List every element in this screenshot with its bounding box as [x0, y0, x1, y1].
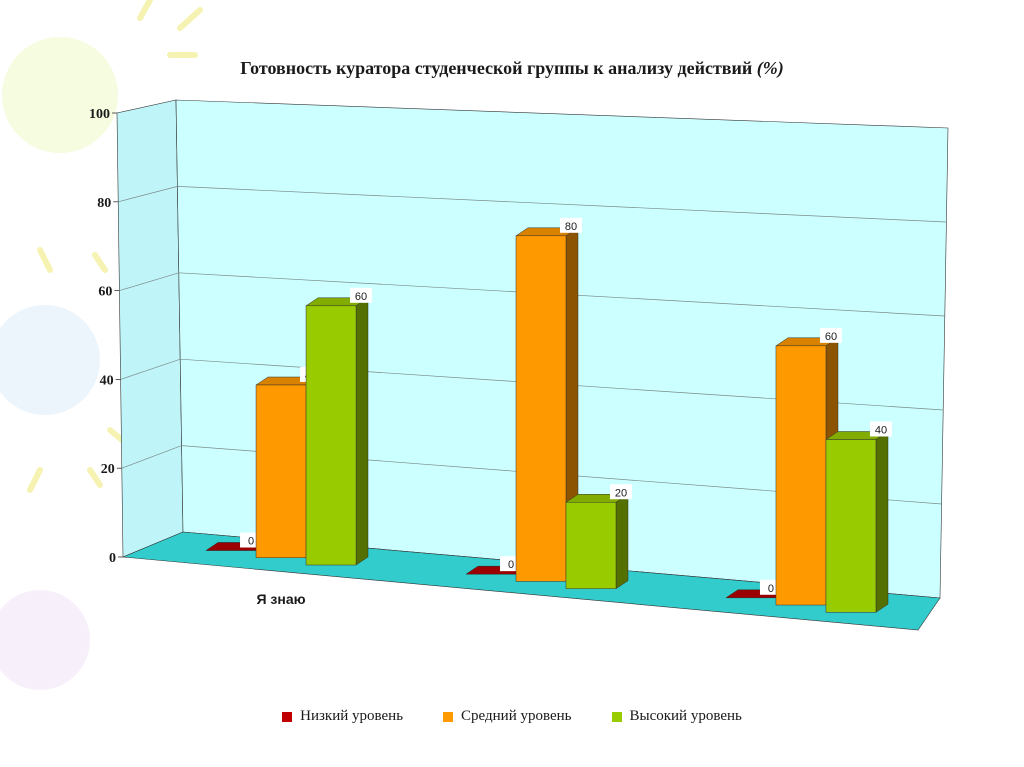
data-label: 0	[248, 536, 254, 548]
data-label: 80	[565, 221, 577, 233]
legend-item: Низкий уровень	[282, 708, 403, 725]
data-label-bg	[350, 287, 373, 303]
bar-front	[515, 235, 567, 582]
bar-side	[615, 493, 629, 590]
bar-front	[305, 305, 357, 566]
bar-side	[875, 431, 889, 613]
data-label: 20	[615, 487, 627, 499]
data-label: 0	[768, 583, 774, 595]
y-tick-label: 0	[109, 551, 116, 566]
chart-side-wall	[116, 99, 184, 558]
y-tick-label: 40	[100, 373, 114, 388]
chart-legend: Низкий уровень Средний уровень Высокий уро…	[0, 708, 1024, 725]
y-tick-label: 60	[98, 285, 112, 300]
legend-item: Высокий уровень	[611, 708, 742, 725]
chart-gridline	[119, 272, 945, 317]
bar-2-1	[565, 493, 629, 590]
data-label: 0	[508, 559, 514, 571]
category-label: Я знаю	[256, 591, 305, 607]
bar-front	[825, 439, 877, 613]
chart-gridline	[121, 445, 942, 505]
legend-label: Низкий уровень	[300, 708, 404, 724]
data-label-bg	[869, 421, 892, 437]
data-label-bg	[610, 484, 632, 500]
data-label: 60	[355, 291, 367, 303]
chart-gridline	[120, 358, 944, 411]
legend-label: Высокий уровень	[629, 708, 742, 724]
legend-label: Средний уровень	[461, 708, 572, 724]
legend-item: Средний уровень	[443, 708, 572, 725]
bar-front	[565, 502, 617, 589]
bar-front	[775, 345, 827, 606]
chart-gridline	[118, 186, 947, 223]
legend-swatch	[443, 711, 454, 722]
data-label-bg	[560, 217, 582, 233]
bar-side	[355, 297, 369, 566]
chart-title: Готовность куратора студенческой группы …	[0, 58, 1024, 79]
bar-2-0	[305, 297, 369, 566]
chart-title-main: Готовность куратора студенческой группы …	[240, 58, 753, 78]
chart-title-unit: (%)	[756, 58, 784, 78]
bar-1-1	[515, 227, 579, 582]
data-label-bg	[819, 327, 842, 343]
y-tick-label: 80	[97, 196, 111, 211]
data-label: 40	[875, 424, 887, 436]
y-tick-label: 100	[89, 107, 110, 122]
bar-front	[255, 384, 307, 559]
data-label: 60	[825, 331, 837, 343]
y-tick-label: 20	[101, 462, 115, 477]
legend-swatch	[611, 711, 622, 722]
legend-swatch	[282, 711, 293, 722]
bar-2-2	[825, 431, 889, 613]
